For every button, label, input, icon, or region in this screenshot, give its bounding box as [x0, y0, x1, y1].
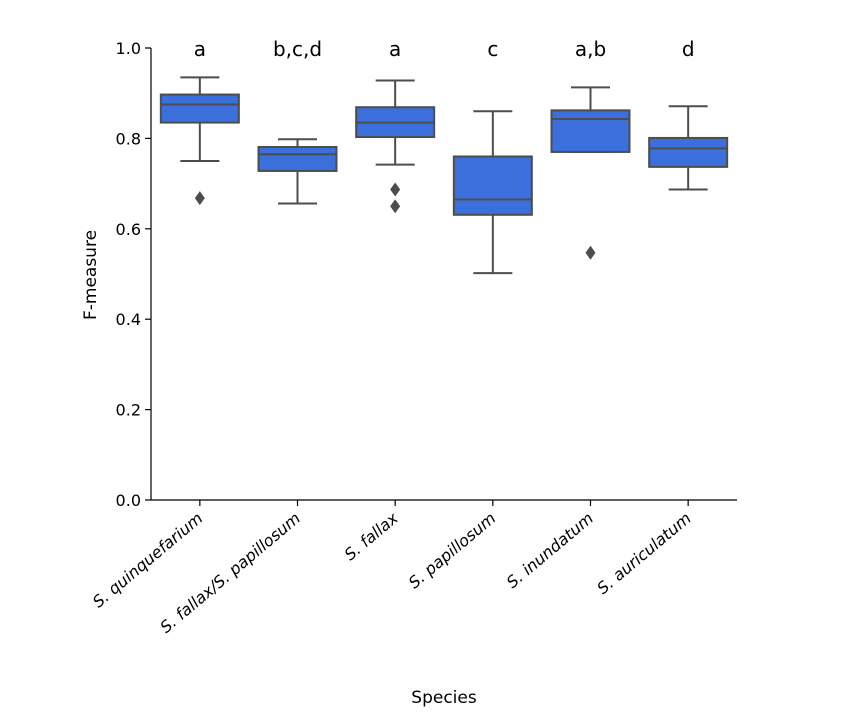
box-group: [159, 76, 240, 206]
y-tick-label: 0.2: [116, 401, 141, 420]
y-tick-label: 1.0: [116, 39, 141, 58]
box-group: [452, 110, 533, 275]
box-group: [355, 79, 436, 214]
y-axis-label: F-measure: [81, 230, 101, 320]
x-axis-label: Species: [411, 688, 477, 708]
y-tick-label: 0.6: [116, 220, 141, 239]
iqr-box: [550, 109, 631, 153]
outlier-point: [390, 199, 401, 214]
box-group: [550, 86, 631, 260]
outlier-point: [390, 182, 401, 197]
y-axis: 0.0 0.2 0.4 0.6 0.8 1.0: [116, 39, 152, 510]
x-tick-label: S. fallax: [341, 508, 403, 564]
group-letter: b,c,d: [273, 37, 322, 61]
group-letter: c: [487, 37, 498, 61]
group-letter: a: [389, 37, 401, 61]
y-tick-label: 0.4: [116, 310, 141, 329]
iqr-box: [452, 155, 533, 216]
box-group: [257, 138, 338, 205]
boxes: [159, 76, 729, 275]
outlier-point: [585, 245, 596, 260]
group-letter: d: [682, 37, 695, 61]
x-tick-label: S. papillosum: [405, 509, 500, 593]
group-letter: a,b: [575, 37, 606, 61]
y-tick-label: 0.8: [116, 129, 141, 148]
iqr-box: [257, 145, 338, 172]
group-letters: a b,c,d a c a,b d: [194, 37, 695, 61]
iqr-box: [159, 93, 240, 124]
x-tick-label: S. inundatum: [503, 509, 597, 592]
y-tick-label: 0.0: [116, 491, 141, 510]
group-letter: a: [194, 37, 206, 61]
x-tick-label: S. auriculatum: [593, 509, 694, 598]
outlier-point: [194, 191, 205, 206]
iqr-box: [648, 136, 729, 168]
box-group: [648, 105, 729, 191]
